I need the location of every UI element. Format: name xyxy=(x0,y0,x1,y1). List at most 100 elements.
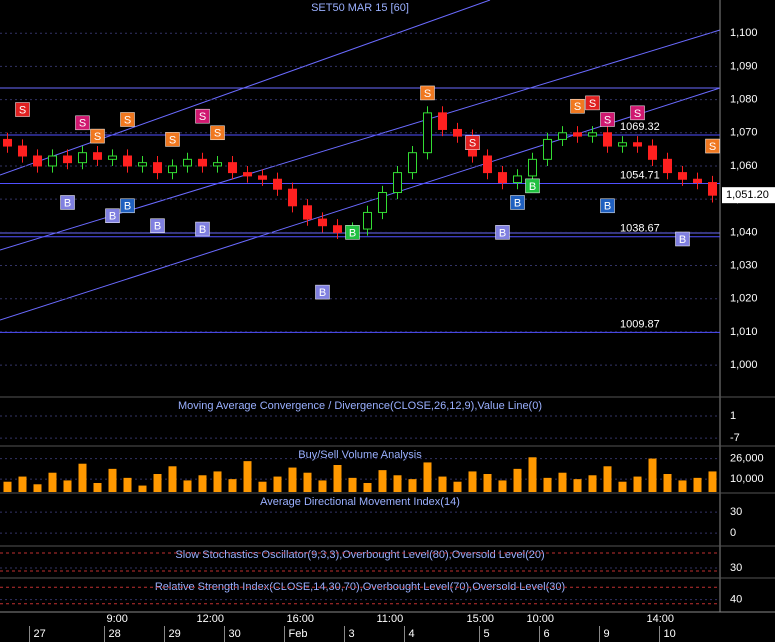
signal-marker xyxy=(105,208,120,224)
candle-body xyxy=(393,172,402,194)
signal-label: S xyxy=(94,131,101,143)
signal-marker xyxy=(600,112,615,127)
x-tick-label: 28 xyxy=(109,628,121,640)
candle-body xyxy=(378,192,387,213)
x-tick-label: 3 xyxy=(349,628,355,640)
y-tick-label: -7 xyxy=(730,432,740,444)
candle-body xyxy=(93,152,102,160)
signal-label: S xyxy=(214,128,221,140)
candle-body xyxy=(273,178,282,190)
volume-bar xyxy=(693,477,702,492)
signal-marker xyxy=(570,98,585,114)
candle-body xyxy=(78,152,87,164)
y-tick-label: 1 xyxy=(730,410,736,422)
candle-body xyxy=(483,155,492,174)
signal-marker xyxy=(495,225,510,240)
signal-marker xyxy=(315,284,330,300)
x-tick-label: 30 xyxy=(229,628,241,640)
signal-label: S xyxy=(574,101,581,113)
volume-bar xyxy=(348,477,357,492)
x-time-label: 12:00 xyxy=(197,613,225,625)
y-tick-label: 1,080 xyxy=(730,93,758,105)
volume-bar xyxy=(33,484,42,492)
x-time-label: 15:00 xyxy=(467,613,495,625)
candle-body xyxy=(153,162,162,174)
volume-bar xyxy=(363,483,372,492)
volume-bar xyxy=(543,477,552,492)
candle-body xyxy=(423,112,432,154)
signal-marker xyxy=(705,138,720,154)
panel-title: Buy/Sell Volume Analysis xyxy=(298,449,422,461)
volume-bar xyxy=(198,475,207,492)
candle-body xyxy=(588,132,597,137)
candle-body xyxy=(693,178,702,184)
signal-label: S xyxy=(589,98,596,110)
volume-bar xyxy=(333,465,342,492)
signal-marker xyxy=(675,231,690,247)
panel-title: Average Directional Movement Index(14) xyxy=(260,496,460,508)
signal-label: S xyxy=(79,118,86,130)
volume-bar xyxy=(123,477,132,492)
y-tick-label: 1,090 xyxy=(730,60,758,72)
signal-marker xyxy=(150,218,165,233)
chart-title: SET50 MAR 15 [60] xyxy=(311,2,409,14)
signal-marker xyxy=(210,125,225,141)
volume-bar xyxy=(63,480,72,492)
signal-label: B xyxy=(679,234,686,246)
signal-label: S xyxy=(124,114,131,126)
signal-marker xyxy=(60,195,75,210)
candle-body xyxy=(228,162,237,174)
volume-bar xyxy=(318,480,327,492)
candle-body xyxy=(543,138,552,160)
volume-bar xyxy=(303,472,312,492)
signal-label: B xyxy=(319,287,326,299)
candle-body xyxy=(363,211,372,230)
x-time-label: 14:00 xyxy=(647,613,675,625)
volume-bar xyxy=(228,479,237,492)
candle-body xyxy=(408,152,417,174)
volume-bar xyxy=(153,474,162,492)
candle-body xyxy=(558,132,567,140)
signal-label: B xyxy=(64,197,71,209)
candle-body xyxy=(678,172,687,180)
signal-label: S xyxy=(709,141,716,153)
candle-body xyxy=(138,162,147,167)
signal-label: B xyxy=(199,224,206,236)
y-tick-label: 40 xyxy=(730,594,742,606)
x-time-label: 16:00 xyxy=(287,613,315,625)
trendlines xyxy=(0,0,721,321)
candle-body xyxy=(618,142,627,147)
candle-body xyxy=(513,175,522,184)
volume-bar xyxy=(438,476,447,492)
candle-body xyxy=(648,145,657,160)
volume-bar xyxy=(78,463,87,492)
signal-marker xyxy=(630,105,645,121)
volume-bar xyxy=(258,481,267,492)
x-tick-label: 5 xyxy=(484,628,490,640)
volume-bar xyxy=(273,476,282,492)
volume-bar xyxy=(588,475,597,492)
volume-bar xyxy=(183,480,192,492)
x-time-label: 9:00 xyxy=(107,613,128,625)
candle-body xyxy=(258,175,267,180)
candle-body xyxy=(498,172,507,184)
x-tick-label: 9 xyxy=(604,628,610,640)
candle-body xyxy=(33,155,42,167)
volume-bar xyxy=(498,480,507,492)
signal-marker xyxy=(195,108,210,124)
y-tick-label: 1,010 xyxy=(730,326,758,338)
volume-bar xyxy=(48,472,57,492)
candle-body xyxy=(663,158,672,174)
signal-label: S xyxy=(199,111,206,123)
candle-body xyxy=(603,132,612,147)
y-tick-label: 30 xyxy=(730,506,742,518)
volume-bar xyxy=(663,474,672,492)
signal-label: B xyxy=(499,227,506,239)
volume-bar xyxy=(618,481,627,492)
candle-body xyxy=(18,145,27,157)
volume-bar xyxy=(708,471,717,492)
candle-body xyxy=(183,158,192,167)
y-tick-label: 30 xyxy=(730,562,742,574)
